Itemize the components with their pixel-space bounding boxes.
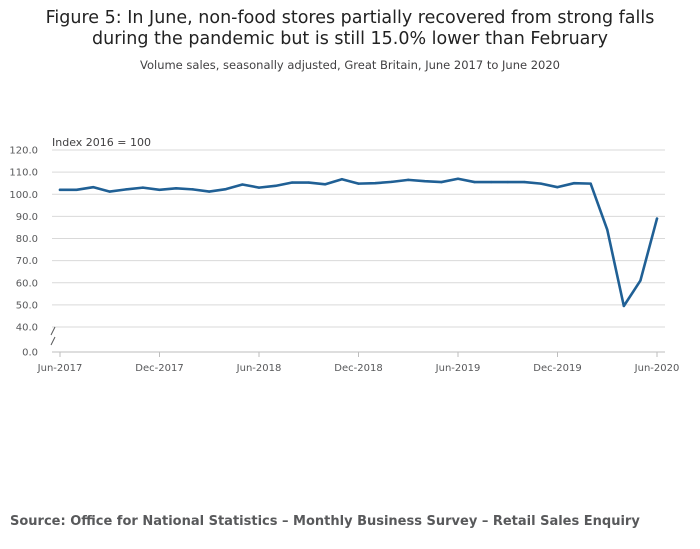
data-point-Jun-2018 <box>257 186 261 189</box>
data-point-Jul-2019 <box>473 180 476 184</box>
axis-break-icon <box>50 326 56 346</box>
data-point-Jun-2019 <box>456 177 460 180</box>
data-point-Sep-2019 <box>506 180 509 184</box>
data-point-Jun-2020 <box>655 217 659 220</box>
chart-subtitle: Volume sales, seasonally adjusted, Great… <box>139 58 560 72</box>
y-tick-label: 70.0 <box>16 256 38 267</box>
data-point-Jan-2019 <box>373 181 377 185</box>
data-point-Apr-2019 <box>423 179 427 183</box>
data-point-Aug-2017 <box>91 185 95 189</box>
y-tick-label: 90.0 <box>16 212 38 223</box>
x-tick-label: Dec-2018 <box>334 363 382 374</box>
data-point-Nov-2019 <box>539 182 543 185</box>
x-tick-label: Jun-2019 <box>435 363 481 374</box>
source-note: Source: Office for National Statistics –… <box>10 514 640 529</box>
x-tick-label: Dec-2019 <box>533 363 581 374</box>
x-axis-ticks: Jun-2017 Dec-2017 Jun-2018 Dec-2018 Jun-2019… <box>37 352 680 374</box>
x-tick-label: Jun-2020 <box>634 363 680 374</box>
data-point-Dec-2019 <box>556 185 559 189</box>
data-point-Jul-2017 <box>75 188 78 192</box>
data-point-Sep-2017 <box>108 190 111 193</box>
data-point-Apr-2020 <box>622 304 626 308</box>
chart-title-line-1: Figure 5: In June, non-food stores parti… <box>45 8 655 28</box>
data-point-Nov-2018 <box>340 178 344 181</box>
data-point-Oct-2017 <box>125 188 128 191</box>
chart-title: Figure 5: In June, non-food stores parti… <box>0 8 700 50</box>
data-point-Jan-2020 <box>572 181 576 185</box>
data-point-Feb-2018 <box>191 188 194 191</box>
y-tick-label: 120.0 <box>9 146 38 157</box>
x-tick-label: Dec-2017 <box>135 363 183 374</box>
y-tick-label-zero: 0.0 <box>22 348 38 359</box>
data-point-Aug-2018 <box>290 181 294 184</box>
data-point-Mar-2019 <box>407 178 410 182</box>
data-point-Mar-2020 <box>606 228 609 231</box>
data-point-Oct-2018 <box>324 183 327 186</box>
x-tick-label: Jun-2017 <box>37 363 83 374</box>
data-point-May-2019 <box>440 180 443 184</box>
y-tick-label: 50.0 <box>16 300 38 311</box>
y-axis-label: Index 2016 = 100 <box>52 136 151 149</box>
y-axis-ticks: 120.0 110.0 100.0 90.0 80.0 70.0 60.0 50.0 40.0 0… <box>9 146 38 359</box>
data-point-May-2018 <box>241 183 244 186</box>
y-tick-label: 80.0 <box>16 234 38 245</box>
data-point-Jun-2017 <box>58 188 62 192</box>
data-point-Jan-2018 <box>174 187 178 190</box>
series-points <box>58 177 659 308</box>
y-tick-label: 40.0 <box>16 323 38 334</box>
chart-title-line-2: during the pandemic but is still 15.0% l… <box>92 29 608 49</box>
y-tick-label: 110.0 <box>9 168 38 179</box>
data-point-May-2020 <box>639 279 642 282</box>
data-point-Dec-2017 <box>158 188 161 192</box>
data-point-Dec-2018 <box>357 182 360 185</box>
x-tick-label: Jun-2018 <box>236 363 282 374</box>
data-point-Nov-2017 <box>141 186 145 189</box>
data-point-Jul-2018 <box>274 184 277 188</box>
data-point-Feb-2020 <box>589 182 592 185</box>
data-point-Sep-2018 <box>307 181 310 184</box>
data-point-Mar-2018 <box>208 190 211 193</box>
data-point-Apr-2018 <box>224 187 228 191</box>
data-point-Oct-2019 <box>523 180 526 184</box>
y-tick-label: 60.0 <box>16 278 38 289</box>
data-point-Aug-2019 <box>489 180 493 184</box>
y-tick-label: 100.0 <box>9 190 38 201</box>
data-point-Feb-2019 <box>390 180 393 184</box>
series-line-non-food-stores <box>58 177 659 308</box>
grid-lines <box>52 149 665 328</box>
